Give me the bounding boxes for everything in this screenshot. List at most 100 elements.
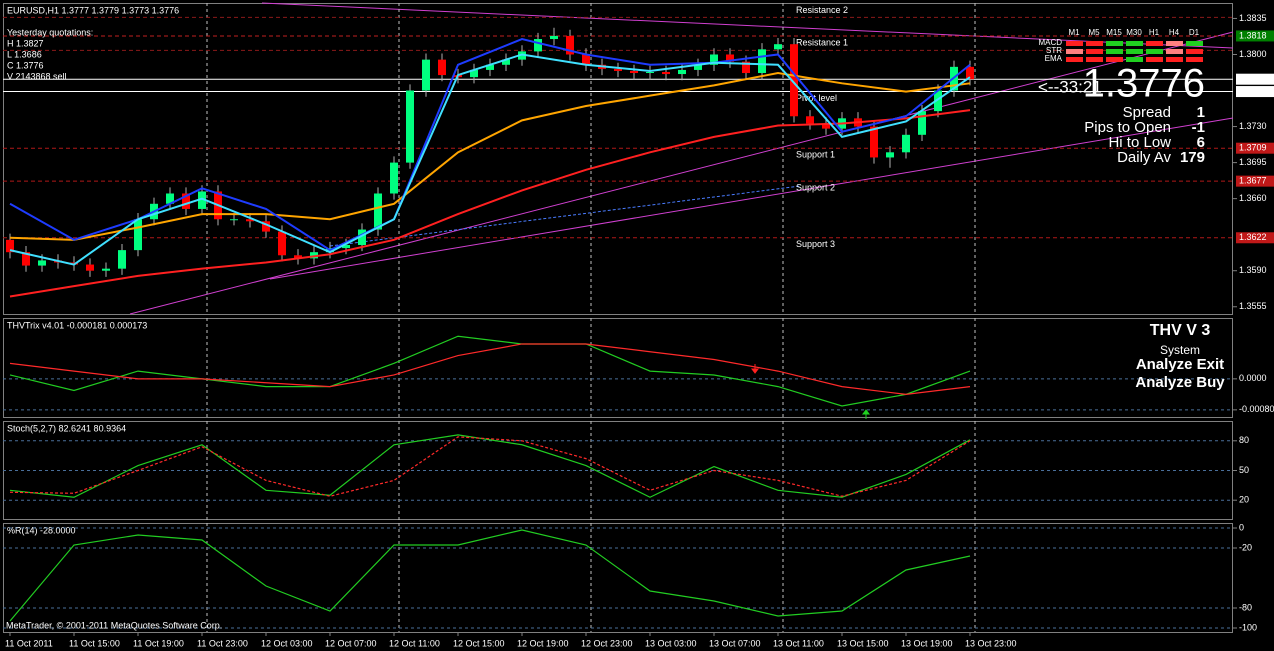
signal-cell [1146,57,1163,62]
signal-cell [1086,41,1103,46]
y-tick-label: 1.3695 [1239,157,1267,167]
sell-arrow [751,364,759,374]
signal-cell [1166,41,1183,46]
x-tick-label: 13 Oct 11:00 [773,638,824,648]
candle-body [374,193,382,230]
y-tick-label: 1.3730 [1239,121,1267,131]
stat-label: Daily Av [1117,149,1171,166]
candle-body [902,134,910,153]
chart-layer: 11 Oct 2011 11 Oct 15:00 11 Oct 19:00 11 Oc… [3,3,1274,648]
candle-body [918,111,926,135]
candle-body [198,191,206,209]
candle-body [678,69,686,75]
y-tick-label: 50 [1239,465,1249,475]
level-value: 1.3764 [1239,86,1267,96]
timeframe-label: M1 [1068,28,1080,37]
panel-title: Stoch(5,2,7) 82.6241 80.9364 [7,423,126,433]
x-tick-label: 12 Oct 03:00 [261,638,313,648]
signal-cell [1106,41,1123,46]
stat-label: Hi to Low [1108,134,1171,151]
signal-cell [1146,41,1163,46]
candle-body [118,250,126,269]
stat-label: Pips to Open [1084,119,1171,136]
candle-body [870,126,878,158]
system-annotation: THV V 3 [1150,322,1211,339]
level-label: Support 1 [796,150,835,160]
series-line [9,109,971,298]
y-tick-label: 0 [1239,522,1244,532]
big-price: 1.3776 [1083,62,1205,106]
signal-cell [1106,57,1123,62]
panel-frame [3,523,1233,633]
x-tick-label: 11 Oct 19:00 [133,638,184,648]
stat-value: 6 [1197,134,1205,151]
candle-body [710,54,718,65]
trend-line [329,185,801,247]
series-line [9,436,971,497]
y-tick-label: -80 [1239,602,1252,612]
trend-line [269,117,1234,280]
candle-body [182,193,190,209]
signal-label: STR [1046,46,1062,55]
y-tick-label: 0.0000 [1239,373,1267,383]
candle-body [566,35,574,55]
level-label: Support 3 [796,239,835,249]
candle-body [886,152,894,158]
level-label: Resistance 2 [796,5,848,15]
level-value: 1.3709 [1239,143,1267,153]
candle-body [934,90,942,112]
level-label: Pivot level [796,93,837,103]
stat-value: 1 [1197,104,1205,121]
info-line: L 1.3686 [7,49,42,59]
timeframe-label: M5 [1088,28,1100,37]
signal-cell [1106,49,1123,54]
series-line [9,72,971,241]
candle-body [662,71,670,75]
level-box [1236,232,1274,244]
timeframe-label: M30 [1126,28,1142,37]
signal-cell [1146,49,1163,54]
x-tick-label: 12 Oct 11:00 [389,638,440,648]
x-tick-label: 13 Oct 07:00 [709,638,761,648]
x-tick-label: 11 Oct 23:00 [197,638,248,648]
candle-body [262,221,270,232]
trend-line [261,2,1234,49]
x-tick-label: 13 Oct 19:00 [901,638,953,648]
candle-body [390,162,398,194]
candle-body [310,252,318,259]
timeframe-label: H4 [1169,28,1180,37]
candle-body [406,90,414,163]
system-annotation: Analyze Exit [1136,356,1224,373]
info-line: V 2143868 sell [7,71,67,81]
y-tick-label: 1.3800 [1239,49,1267,59]
x-tick-label: 12 Oct 23:00 [581,638,633,648]
candle-body [806,116,814,124]
signal-cell [1166,57,1183,62]
candle-body [646,71,654,74]
level-box [1236,30,1274,42]
candle-body [230,219,238,221]
level-box [1236,142,1274,154]
candle-body [294,255,302,259]
candle-body [502,59,510,65]
buy-arrow [862,409,870,419]
candle-body [630,70,638,74]
series-line [9,529,971,622]
y-tick-label: 20 [1239,495,1249,505]
candle-body [342,244,350,249]
x-tick-label: 12 Oct 19:00 [517,638,569,648]
candle-body [614,68,622,71]
candle-body [22,252,30,266]
candle-body [134,219,142,251]
level-label: Support 2 [796,183,835,193]
signal-cell [1186,41,1203,46]
x-tick-label: 13 Oct 23:00 [965,638,1017,648]
candle-body [6,239,14,253]
signal-cell [1186,57,1203,62]
candle-body [550,35,558,40]
countdown: <--33:21 [1038,77,1102,96]
candle-body [486,64,494,70]
signal-cell [1066,49,1083,54]
